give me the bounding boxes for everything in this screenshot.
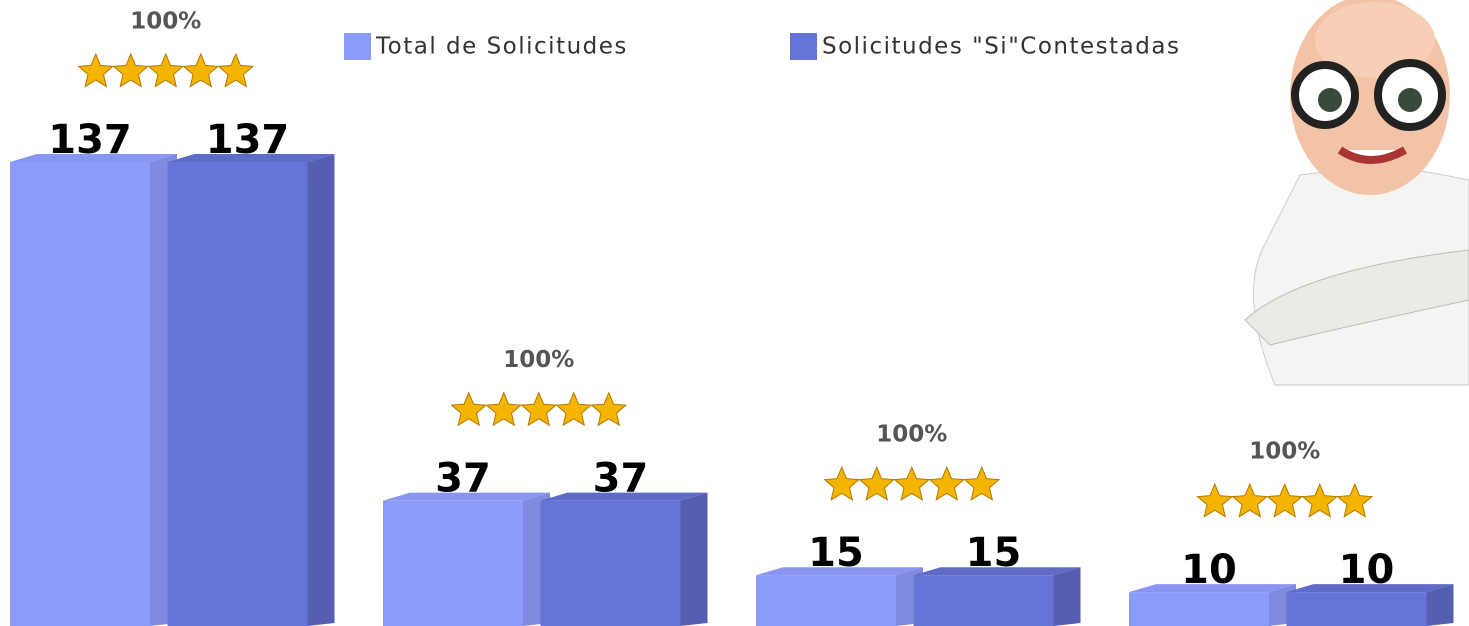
bar-top bbox=[756, 567, 923, 576]
bar-top bbox=[1129, 584, 1296, 593]
percent-label: 100% bbox=[130, 9, 201, 35]
bar-top bbox=[913, 567, 1081, 576]
star bbox=[963, 465, 1001, 501]
star bbox=[450, 391, 488, 427]
bar bbox=[756, 575, 896, 626]
legend-label: Total de Solicitudes bbox=[375, 34, 628, 60]
bar bbox=[1286, 592, 1427, 626]
percent-label: 100% bbox=[1249, 439, 1320, 465]
value-label: 10 bbox=[1339, 547, 1395, 593]
bar-side bbox=[680, 492, 708, 626]
bar-side bbox=[1426, 584, 1454, 626]
value-label: 137 bbox=[206, 117, 290, 163]
star bbox=[520, 391, 558, 427]
percent-label: 100% bbox=[876, 422, 947, 448]
star bbox=[112, 52, 150, 88]
star bbox=[147, 52, 185, 88]
bar-top bbox=[383, 492, 550, 501]
bar-top bbox=[167, 154, 335, 162]
bar-top bbox=[540, 492, 708, 501]
star bbox=[1266, 482, 1304, 518]
value-label: 15 bbox=[808, 530, 864, 576]
value-label: 10 bbox=[1181, 547, 1237, 593]
star bbox=[893, 465, 931, 501]
bar-side bbox=[307, 154, 335, 626]
star bbox=[858, 465, 896, 501]
value-label: 37 bbox=[593, 456, 649, 502]
star bbox=[1196, 482, 1234, 518]
star bbox=[485, 391, 523, 427]
bar bbox=[383, 500, 523, 626]
star bbox=[217, 52, 255, 88]
bar bbox=[913, 575, 1054, 626]
star bbox=[928, 465, 966, 501]
bar bbox=[167, 162, 308, 626]
star bbox=[555, 391, 593, 427]
value-label: 137 bbox=[48, 117, 132, 163]
bar-top bbox=[1286, 584, 1454, 593]
percent-label: 100% bbox=[503, 347, 574, 373]
bar-side bbox=[1053, 567, 1081, 626]
star bbox=[1301, 482, 1339, 518]
legend-swatch bbox=[790, 33, 817, 60]
star bbox=[77, 52, 115, 88]
value-label: 37 bbox=[435, 456, 491, 502]
legend-swatch bbox=[344, 33, 371, 60]
star bbox=[1231, 482, 1269, 518]
legend-label: Solicitudes "Si"Contestadas bbox=[822, 34, 1180, 60]
bar bbox=[1129, 592, 1269, 626]
star bbox=[1336, 482, 1374, 518]
star bbox=[590, 391, 628, 427]
star bbox=[823, 465, 861, 501]
bar-top bbox=[10, 154, 177, 162]
character bbox=[1244, 0, 1469, 386]
value-label: 15 bbox=[966, 530, 1022, 576]
bar bbox=[540, 500, 681, 626]
star bbox=[182, 52, 220, 88]
bar bbox=[10, 162, 150, 626]
